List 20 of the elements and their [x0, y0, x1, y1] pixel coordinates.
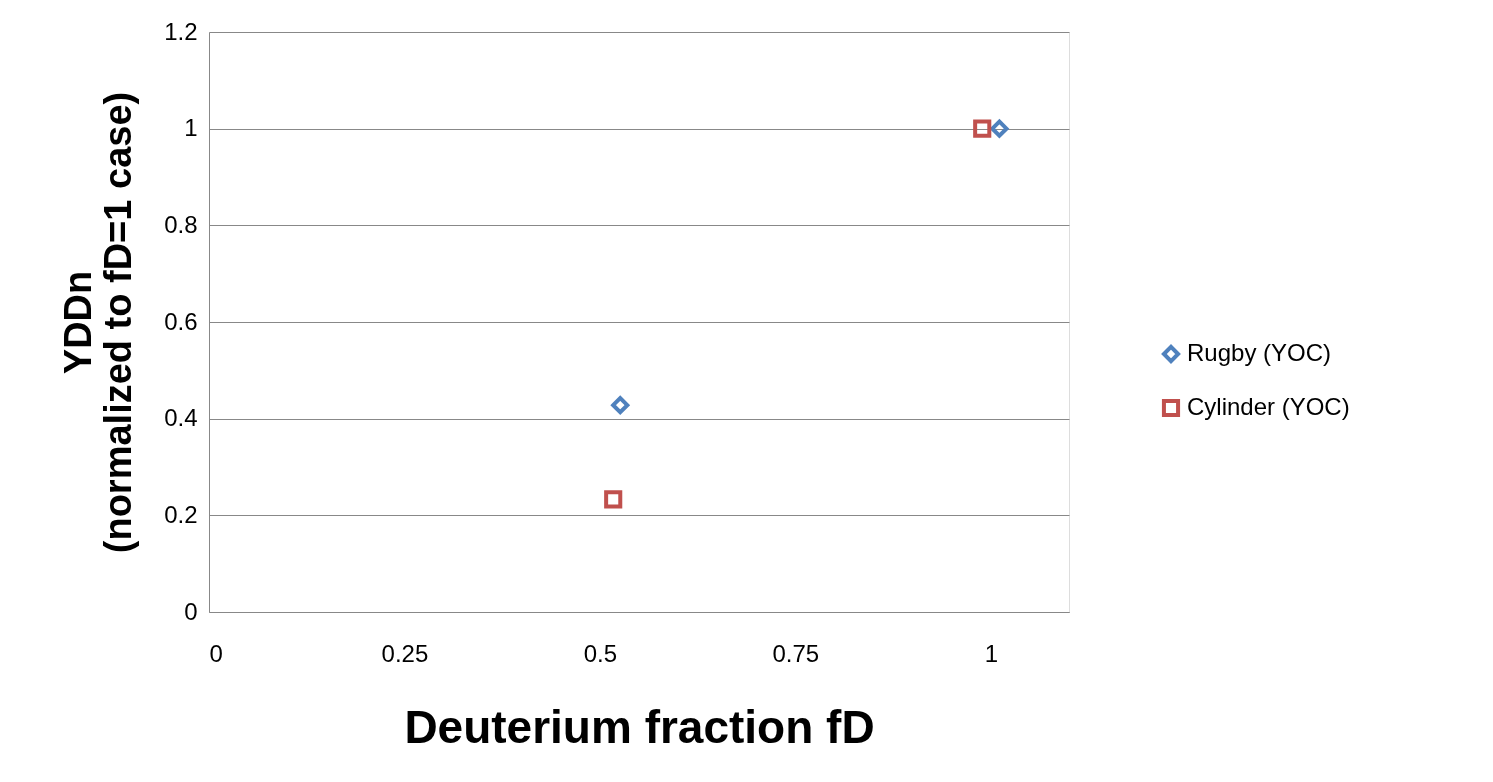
- x-tick-label: 0.25: [381, 639, 429, 667]
- x-tick-label: 0.5: [583, 639, 618, 667]
- y-axis-title: YDDn (normalized to fD=1 case): [57, 91, 140, 554]
- x-tick-label: 1: [984, 639, 998, 667]
- y-tick-label: 1: [184, 114, 198, 142]
- y-tick-label: 0.2: [164, 500, 198, 528]
- point: [604, 490, 623, 509]
- y-tick-label: 1.2: [164, 17, 198, 45]
- y-tick-label: 0.6: [164, 307, 198, 335]
- point: [990, 119, 1009, 138]
- y-tick-label: 0: [184, 597, 198, 625]
- point: [973, 119, 992, 138]
- x-tick-label: 0.75: [772, 639, 820, 667]
- point: [611, 396, 630, 415]
- legend-label: Rugby (YOC): [1187, 339, 1332, 366]
- y-tick-label: 0.4: [164, 404, 198, 432]
- x-tick-label: 0: [209, 639, 223, 667]
- y-tick-label: 0.8: [164, 210, 198, 238]
- x-axis-title: Deuterium fraction fD: [404, 700, 875, 753]
- legend-label: Cylinder (YOC): [1187, 393, 1350, 420]
